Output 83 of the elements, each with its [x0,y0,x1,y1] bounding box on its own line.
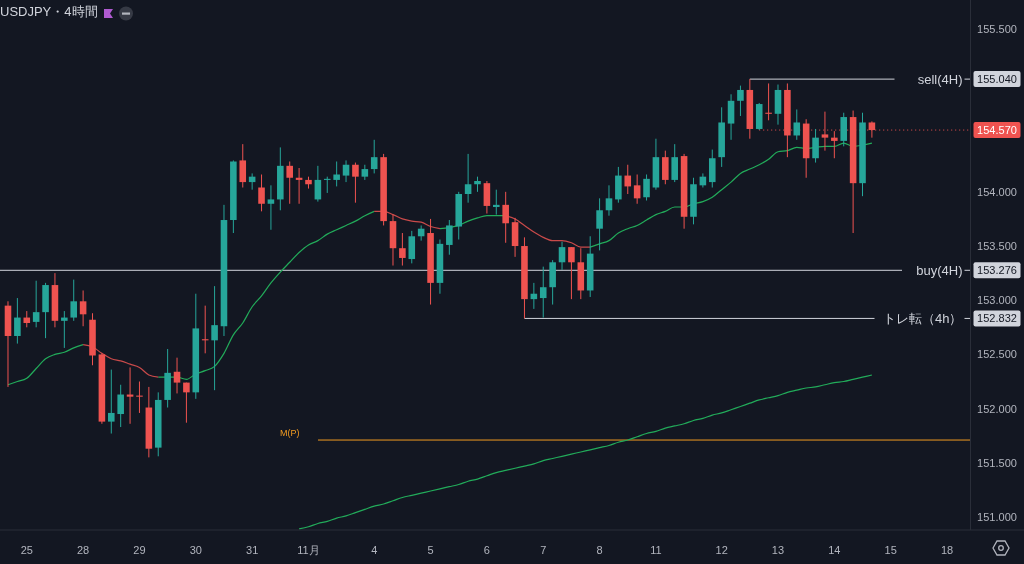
candlestick [14,297,21,345]
x-tick-label: 13 [771,544,785,556]
candlestick [32,280,40,328]
candlestick [708,149,716,189]
candlestick [765,82,772,121]
ref-line-label: トレ転（4h） [883,310,963,326]
candlestick [342,159,350,183]
candlestick [671,143,678,183]
y-tick-label: 152.500 [977,348,1017,361]
x-tick-label: 11 [650,544,662,556]
candlestick [568,246,575,300]
candlestick [61,310,68,349]
candlestick [333,160,340,187]
x-tick-label: 12 [715,544,728,556]
candlestick [239,143,247,189]
candlestick [70,279,78,322]
candlestick [643,174,650,202]
line-series [298,374,873,530]
candlestick [211,285,218,391]
candlestick [323,176,331,194]
candlestick [812,128,819,164]
candlestick [183,382,190,424]
candlestick [483,180,491,215]
x-tick-label: 30 [189,544,202,556]
candlestick [258,174,265,212]
y-tick-label: 152.000 [977,402,1017,415]
candlestick [793,108,801,141]
candlestick [79,289,87,327]
x-tick-label: 6 [483,544,490,556]
y-tick-label: 155.040 [977,73,1017,86]
candlestick [539,266,547,319]
y-tick-label: 154.000 [977,185,1017,198]
candlestick [511,217,519,258]
candlestick [831,130,838,159]
x-tick-label: 31 [246,544,259,556]
chart-title: USDJPY・4時間 [0,4,98,19]
y-tick-label: 153.276 [977,264,1017,277]
candlestick [352,162,359,204]
y-tick-label: 151.500 [977,456,1017,469]
candlestick [502,191,509,244]
x-tick-label: 11月 [297,544,320,556]
y-tick-label: 154.570 [977,124,1017,137]
y-tick-label: 153.000 [977,294,1017,307]
x-tick-label: 14 [828,544,841,556]
candlestick [399,232,406,267]
candlestick [558,241,566,271]
candlestick [117,384,124,428]
candlestick [108,369,115,435]
candlestick [596,197,603,251]
x-tick-label: 5 [427,544,434,556]
ref-line-label: M(P) [280,428,300,439]
candlestick [662,150,669,185]
candlestick [370,139,378,174]
candlestick [408,230,416,264]
candlestick [286,160,293,205]
candlestick [737,85,744,117]
y-tick-label: 152.832 [977,312,1017,325]
x-tick-label: 28 [76,544,90,556]
candlestick [173,357,181,394]
y-tick-label: 151.000 [977,510,1017,523]
y-tick-label: 153.500 [977,240,1017,253]
candlestick [267,184,275,231]
ref-line-label: sell(4H) [917,71,963,87]
candlestick [493,189,500,216]
x-tick-label: 4 [371,544,378,556]
candlestick [615,166,622,204]
x-tick-label: 8 [596,544,603,556]
candlestick [464,153,472,204]
x-tick-label: 15 [884,544,897,556]
x-tick-label: 18 [940,544,954,556]
ref-line-label: buy(4H) [916,262,963,278]
candlestick [727,93,735,141]
y-tick-label: 155.500 [977,23,1017,36]
x-tick-label: 25 [20,544,33,556]
candlestick [633,174,641,205]
candlestick [136,381,143,414]
candlestick [605,184,613,217]
x-tick-label: 7 [540,544,547,556]
candlestick [446,219,453,256]
candlestick [624,164,632,195]
x-tick-label: 29 [133,544,146,556]
candlestick [840,112,848,147]
candlestick [774,84,782,126]
